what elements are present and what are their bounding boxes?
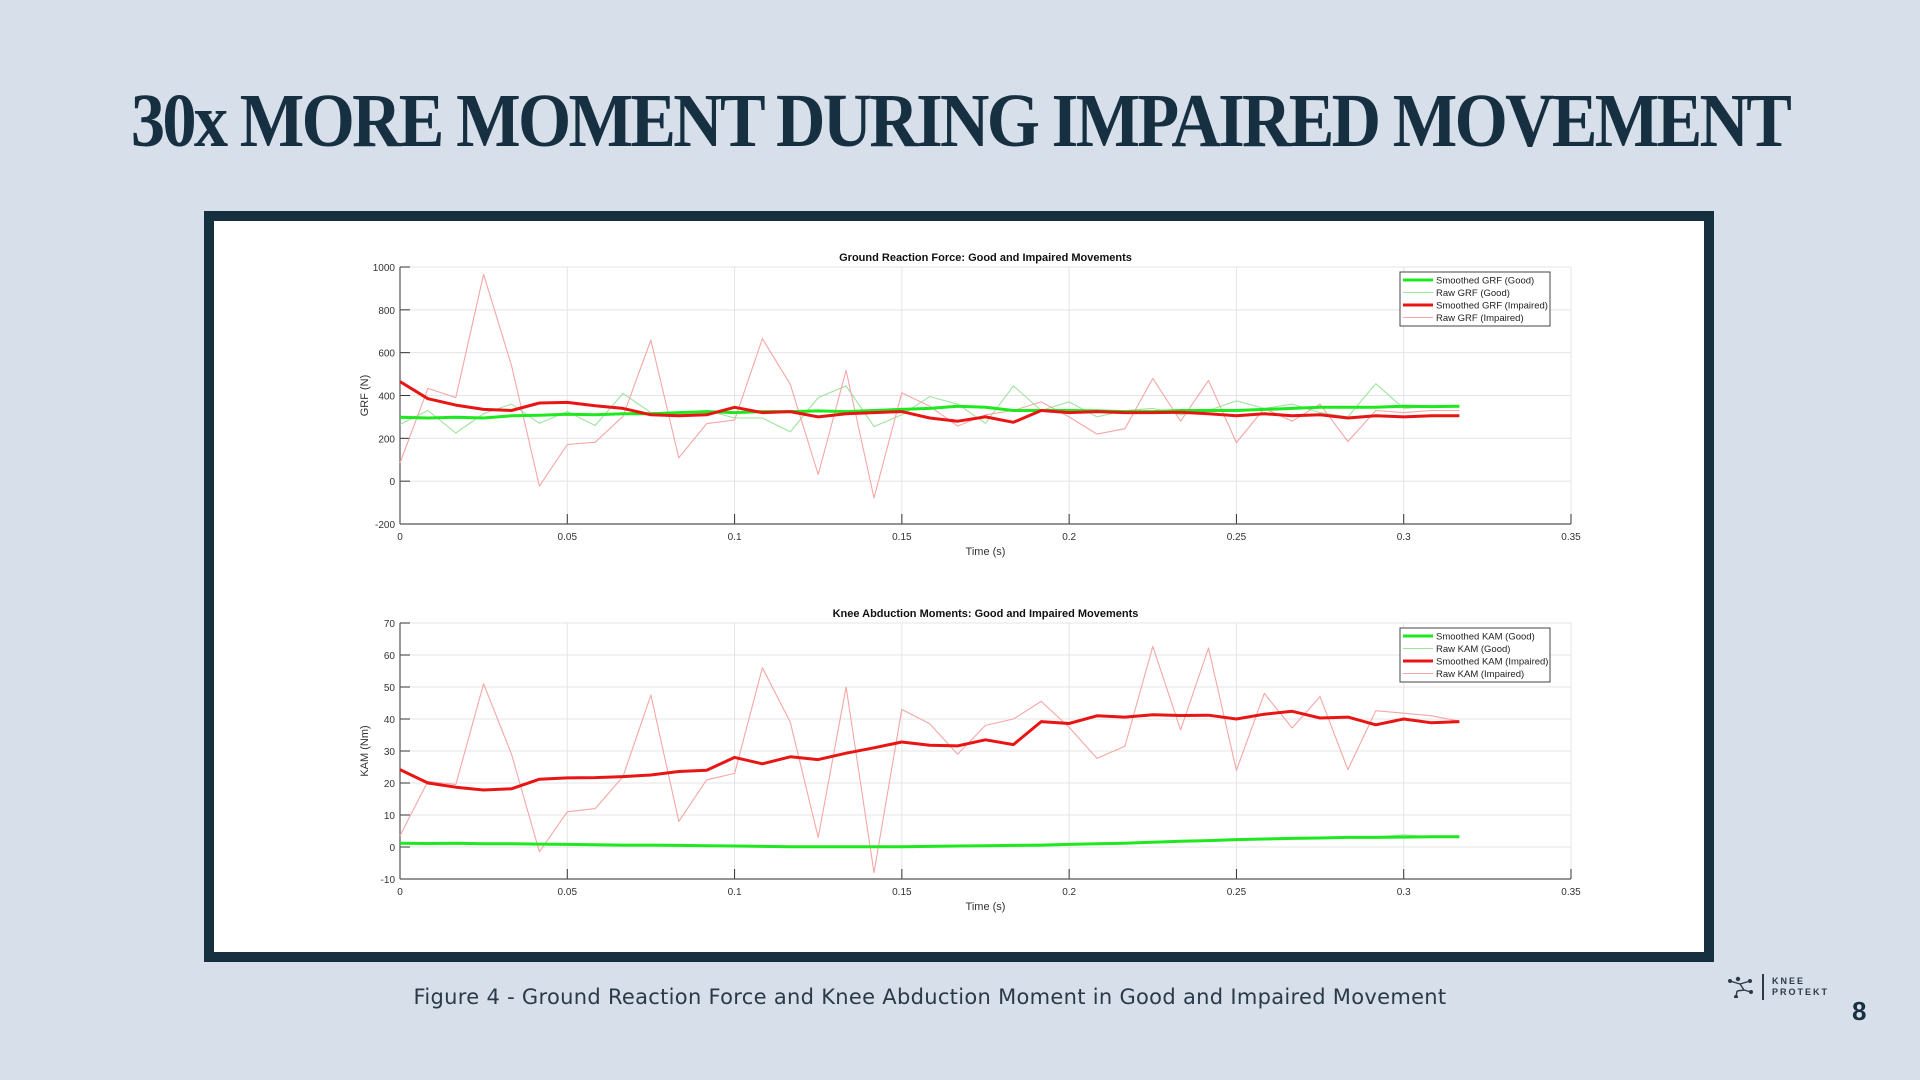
x-tick-label: 0.3 bbox=[1397, 887, 1411, 898]
y-tick-label: -200 bbox=[375, 520, 395, 531]
y-tick-label: 50 bbox=[384, 683, 396, 694]
x-tick-label: 0.3 bbox=[1397, 532, 1411, 543]
y-tick-label: 0 bbox=[389, 477, 395, 488]
series-line-raw-good bbox=[399, 383, 1460, 434]
legend-entry: Smoothed GRF (Impaired) bbox=[1436, 301, 1548, 312]
logo-divider bbox=[1762, 974, 1764, 1000]
y-tick-label: 400 bbox=[378, 392, 395, 403]
x-tick-label: 0 bbox=[397, 887, 403, 898]
legend-entry: Smoothed KAM (Good) bbox=[1436, 632, 1535, 643]
y-tick-label: 200 bbox=[378, 434, 395, 445]
legend-entry: Raw KAM (Good) bbox=[1436, 644, 1510, 655]
y-tick-label: 10 bbox=[384, 811, 396, 822]
slide-title: 30x MORE MOMENT DURING IMPAIRED MOVEMENT bbox=[130, 79, 1792, 163]
x-tick-label: 0.05 bbox=[558, 887, 578, 898]
legend-entry: Smoothed KAM (Impaired) bbox=[1436, 657, 1548, 668]
series-line-smoothed-impaired bbox=[399, 709, 1460, 792]
x-tick-label: 0.25 bbox=[1227, 887, 1247, 898]
y-tick-label: 0 bbox=[389, 843, 395, 854]
y-tick-label: 600 bbox=[378, 349, 395, 360]
series-line-smoothed-impaired bbox=[399, 380, 1460, 424]
x-axis-label: Time (s) bbox=[966, 546, 1006, 558]
logo-text-knee: KNEE bbox=[1772, 976, 1806, 986]
y-axis-label: KAM (Nm) bbox=[359, 725, 371, 776]
page-number: 8 bbox=[1852, 996, 1867, 1026]
y-tick-label: 40 bbox=[384, 715, 396, 726]
series-line-smoothed-good bbox=[399, 835, 1460, 849]
x-tick-label: 0.15 bbox=[892, 532, 912, 543]
figure-caption: Figure 4 - Ground Reaction Force and Kne… bbox=[413, 985, 1447, 1009]
knee-protekt-logo: KNEE PROTEKT bbox=[1728, 974, 1829, 1000]
series-line-raw-impaired bbox=[399, 273, 1460, 499]
y-tick-label: 20 bbox=[384, 779, 396, 790]
legend-entry: Raw KAM (Impaired) bbox=[1436, 669, 1524, 680]
x-tick-label: 0.2 bbox=[1062, 887, 1076, 898]
x-tick-label: 0.1 bbox=[728, 887, 742, 898]
x-tick-label: 0.35 bbox=[1561, 532, 1581, 543]
x-tick-label: 0.1 bbox=[728, 532, 742, 543]
x-tick-label: 0.05 bbox=[558, 532, 578, 543]
y-axis-label: GRF (N) bbox=[359, 375, 371, 417]
skeleton-figure-icon bbox=[1728, 976, 1754, 998]
x-axis-label: Time (s) bbox=[966, 901, 1006, 913]
legend-entry: Smoothed GRF (Good) bbox=[1436, 276, 1534, 287]
x-tick-label: 0.25 bbox=[1227, 532, 1247, 543]
legend-entry: Raw GRF (Good) bbox=[1436, 288, 1510, 299]
y-tick-label: -10 bbox=[381, 875, 396, 886]
logo-text: KNEE PROTEKT bbox=[1772, 976, 1829, 998]
chart-title: Ground Reaction Force: Good and Impaired… bbox=[839, 252, 1132, 264]
x-tick-label: 0.15 bbox=[892, 887, 912, 898]
y-tick-label: 60 bbox=[384, 651, 396, 662]
legend-entry: Raw GRF (Impaired) bbox=[1436, 313, 1524, 324]
x-tick-label: 0.35 bbox=[1561, 887, 1581, 898]
figure-frame bbox=[204, 211, 1714, 962]
y-tick-label: 800 bbox=[378, 306, 395, 317]
series-line-smoothed-good bbox=[399, 404, 1460, 420]
x-tick-label: 0 bbox=[397, 532, 403, 543]
y-tick-label: 30 bbox=[384, 747, 396, 758]
y-tick-label: 1000 bbox=[373, 263, 396, 274]
logo-text-protekt: PROTEKT bbox=[1772, 987, 1830, 997]
series-line-raw-impaired bbox=[399, 645, 1460, 874]
x-tick-label: 0.2 bbox=[1062, 532, 1076, 543]
y-tick-label: 70 bbox=[384, 619, 396, 630]
chart-title: Knee Abduction Moments: Good and Impaire… bbox=[833, 608, 1139, 620]
